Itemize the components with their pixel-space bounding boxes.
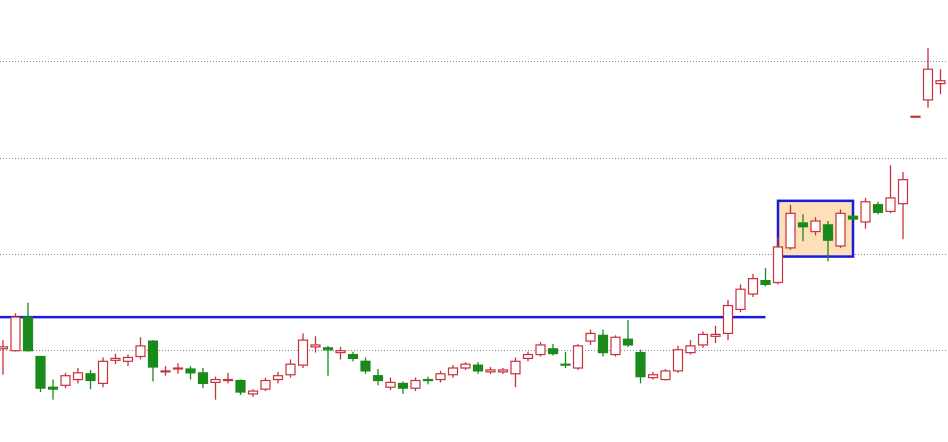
candle-body [910,115,921,118]
candle-body [885,197,896,212]
candle-body [22,316,34,352]
candle-body [210,378,221,384]
candle-body [860,201,871,223]
candle-body [547,348,559,355]
candle-body [297,339,309,366]
candle-body [722,304,734,335]
candle-body [222,378,234,382]
candle-body [397,382,409,389]
candle-body [435,373,446,381]
candle-body [147,340,159,368]
candle-body [122,356,134,362]
candle-body [897,179,909,205]
candle-body [235,379,246,393]
candle-body [835,212,846,247]
candle-body [647,374,659,379]
candle-body [422,378,434,382]
candle-body [385,381,396,388]
candle-body [572,345,584,369]
candle-body [0,346,9,350]
candle-body [460,363,471,369]
candle-body [735,288,746,311]
candle-body [272,375,284,381]
candle-body [335,350,346,354]
candle-body [110,357,121,361]
candle-body [172,367,184,370]
candle-body [260,379,271,390]
candle-body [847,215,859,220]
candle-body [597,334,609,354]
candle-body [97,360,109,384]
candle-body [660,370,671,381]
candle-body [510,360,521,375]
candle-body [485,369,496,373]
candle-body [35,355,46,389]
candle-body [610,336,621,356]
candle-body [285,363,296,376]
candle-body [935,80,946,85]
candle-body [410,379,421,389]
candle-body [310,344,321,348]
candle-body [185,368,196,374]
candle-body [785,212,796,249]
candle-body [135,345,146,358]
candle-body [797,222,809,228]
candle-body [922,68,934,101]
candle-body [747,278,759,295]
candle-body [522,353,534,360]
candle-body [672,349,684,372]
candle-body [872,204,884,213]
candle-body [760,279,771,286]
candle-body [697,333,709,346]
candle-body [585,332,596,342]
candle-body [85,373,96,382]
candle-body [710,333,721,337]
candle-body [247,390,259,395]
candle-body [160,370,171,373]
candle-body [810,220,821,233]
candle-body [360,360,371,372]
candle-body [497,369,509,373]
candle-body [322,347,334,351]
candle-body [560,363,571,366]
candle-body [822,224,834,241]
candle-body [447,367,459,376]
candle-body [197,372,209,384]
candle-body [635,352,646,378]
candle-body [772,246,784,284]
candle-body [347,353,359,360]
candle-body [10,316,21,352]
candle-body [622,338,634,346]
candle-body [535,344,546,356]
candle-body [72,372,84,381]
candle-body [60,375,71,386]
candle-body [372,375,384,382]
candle-body [47,386,59,390]
candle-body [685,345,696,354]
candle-body [472,364,484,372]
